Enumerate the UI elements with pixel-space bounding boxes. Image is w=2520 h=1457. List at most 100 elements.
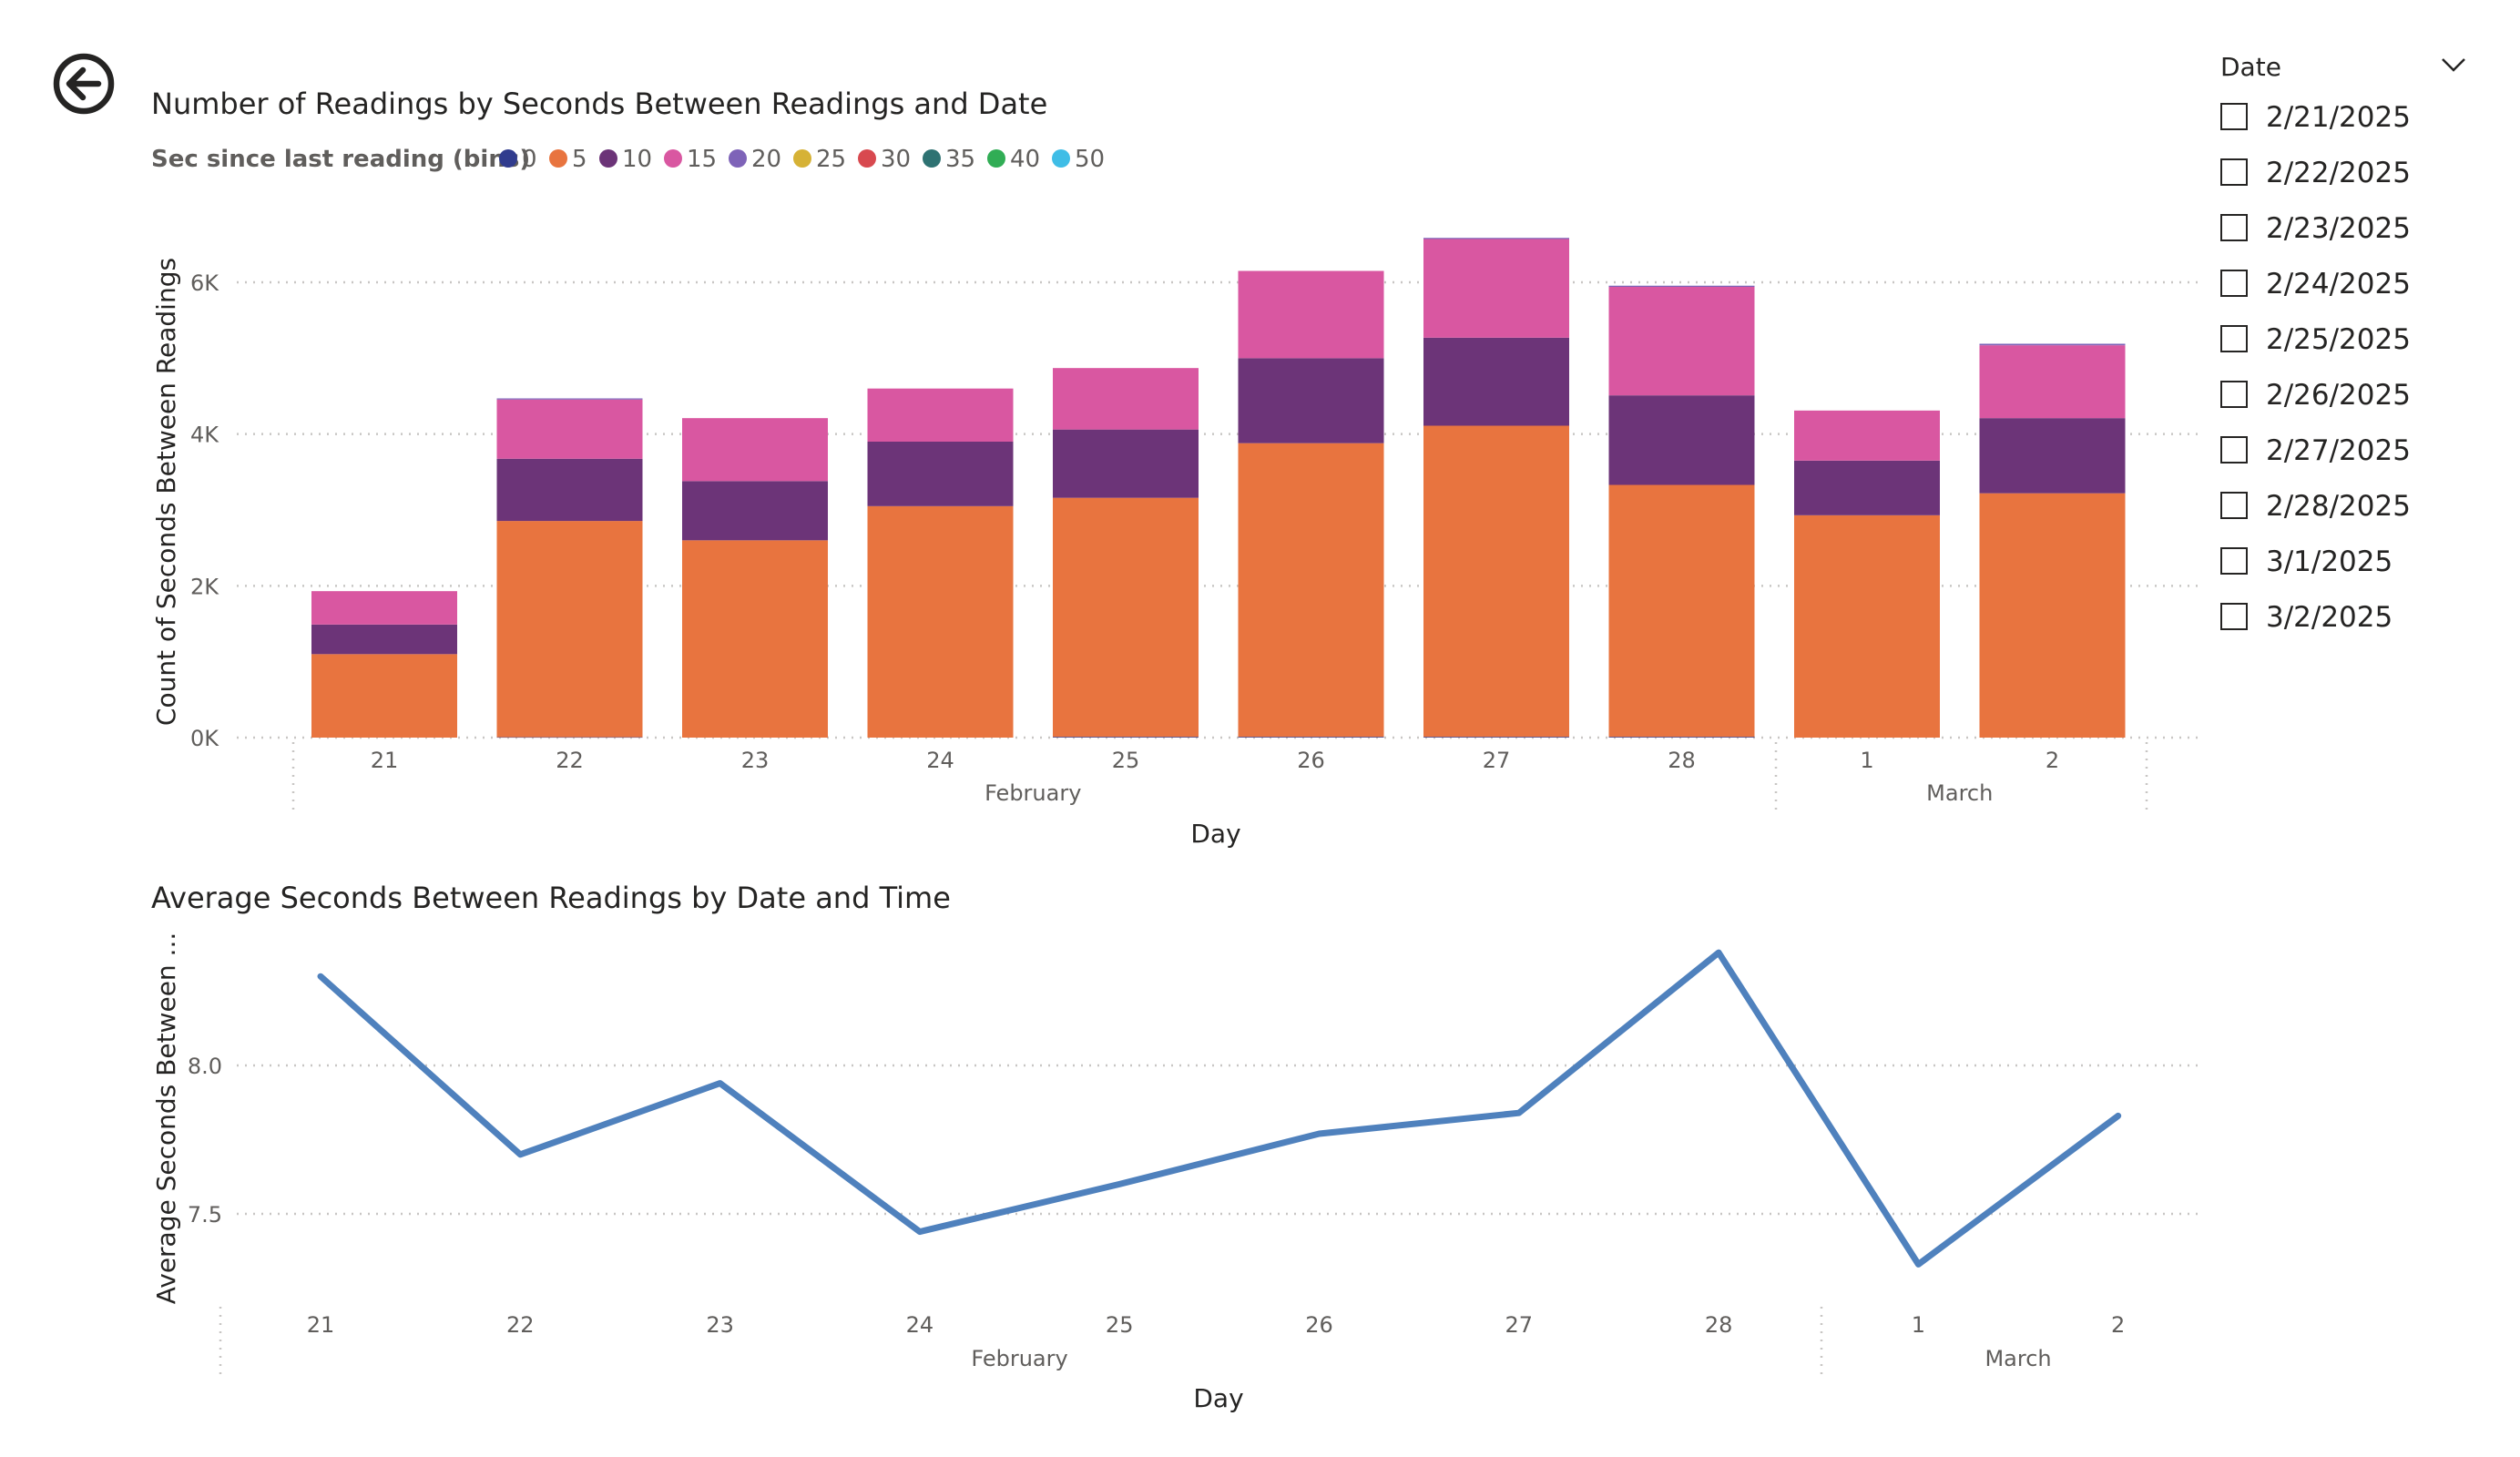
bar-segment-28-bin-20[interactable] — [1608, 285, 1755, 287]
bar-segment-28-bin-0[interactable] — [1608, 737, 1755, 738]
bar-segment-22-bin-15[interactable] — [496, 399, 643, 459]
legend-label: 40 — [1010, 146, 1040, 173]
bar-segment-21-bin-5[interactable] — [311, 654, 457, 738]
bar-segment-23-bin-5[interactable] — [682, 540, 828, 738]
bar-segment-25-bin-0[interactable] — [1053, 737, 1199, 738]
bar-segment-22-bin-10[interactable] — [496, 458, 643, 522]
line-point-27[interactable] — [1515, 1110, 1522, 1116]
bar-segment-27-bin-5[interactable] — [1423, 425, 1569, 738]
line-point-23[interactable] — [717, 1080, 723, 1086]
bar-segment-28-bin-5[interactable] — [1608, 484, 1755, 738]
legend-item-50[interactable]: 50 — [1052, 146, 1105, 173]
bar-segment-26-bin-5[interactable] — [1238, 443, 1384, 738]
bar-segment-2-bin-10[interactable] — [1979, 418, 2126, 494]
bar-segment-24-bin-15[interactable] — [867, 388, 1014, 442]
slicer-item[interactable]: 2/26/2025 — [2220, 379, 2494, 434]
bar-segment-23-bin-15[interactable] — [682, 418, 828, 482]
bar-segment-27-bin-15[interactable] — [1423, 239, 1569, 338]
legend-item-15[interactable]: 15 — [664, 146, 717, 173]
bar-segment-27-bin-0[interactable] — [1423, 737, 1569, 738]
legend-item-40[interactable]: 40 — [987, 146, 1040, 173]
checkbox[interactable] — [2220, 436, 2248, 464]
bar-segment-26-bin-15[interactable] — [1238, 270, 1384, 359]
slicer-item-label: 2/26/2025 — [2266, 379, 2411, 412]
bar-segment-1-bin-10[interactable] — [1794, 460, 1940, 515]
bar-segment-28-bin-10[interactable] — [1608, 395, 1755, 485]
bar-segment-27-bin-20[interactable] — [1423, 238, 1569, 239]
legend-label: 50 — [1075, 146, 1105, 173]
bar-segment-1-bin-15[interactable] — [1794, 410, 1940, 461]
checkbox[interactable] — [2220, 158, 2248, 186]
y-tick-label: 4K — [190, 423, 219, 448]
legend-item-30[interactable]: 30 — [858, 146, 911, 173]
line-point-1[interactable] — [1915, 1261, 1922, 1268]
line-point-24[interactable] — [916, 1228, 923, 1235]
checkbox[interactable] — [2220, 381, 2248, 408]
bar-segment-21-bin-10[interactable] — [311, 624, 457, 655]
x-tick-label: 21 — [371, 748, 399, 773]
line-point-21[interactable] — [318, 973, 323, 980]
checkbox[interactable] — [2220, 603, 2248, 630]
bar-segment-2-bin-20[interactable] — [1979, 343, 2126, 346]
legend-item-25[interactable]: 25 — [793, 146, 846, 173]
bar-segment-2-bin-15[interactable] — [1979, 345, 2126, 419]
bar-segment-22-bin-20[interactable] — [496, 398, 643, 400]
bar-segment-21-bin-15[interactable] — [311, 591, 457, 625]
line-point-25[interactable] — [1117, 1181, 1123, 1187]
bar-segment-1-bin-5[interactable] — [1794, 515, 1940, 738]
legend-item-10[interactable]: 10 — [599, 146, 652, 173]
bar-segment-28-bin-15[interactable] — [1608, 287, 1755, 396]
slicer-item[interactable]: 2/25/2025 — [2220, 323, 2494, 379]
bar-segment-2-bin-5[interactable] — [1979, 493, 2126, 738]
slicer-item[interactable]: 2/27/2025 — [2220, 434, 2494, 490]
checkbox[interactable] — [2220, 270, 2248, 297]
x-tick-label: 24 — [926, 748, 954, 773]
legend-item-5[interactable]: 5 — [549, 146, 587, 173]
slicer-item-label: 2/25/2025 — [2266, 323, 2411, 356]
bar-segment-25-bin-5[interactable] — [1053, 497, 1199, 738]
slicer-item[interactable]: 3/1/2025 — [2220, 545, 2494, 601]
line-point-26[interactable] — [1316, 1130, 1322, 1136]
line-point-2[interactable] — [2115, 1113, 2121, 1119]
legend-marker — [549, 149, 567, 168]
slicer-item[interactable]: 2/21/2025 — [2220, 101, 2494, 157]
checkbox[interactable] — [2220, 325, 2248, 352]
slicer-item[interactable]: 2/24/2025 — [2220, 268, 2494, 323]
line-gridlines — [237, 1064, 2204, 1216]
legend-marker — [923, 149, 941, 168]
chevron-down-icon[interactable] — [2437, 48, 2470, 81]
checkbox[interactable] — [2220, 492, 2248, 519]
slicer-item[interactable]: 2/23/2025 — [2220, 212, 2494, 268]
x-tick-label: 21 — [307, 1312, 335, 1338]
x-tick-label: 2 — [2046, 748, 2059, 773]
checkbox[interactable] — [2220, 214, 2248, 241]
legend-item-0[interactable]: 0 — [499, 146, 537, 173]
legend-item-20[interactable]: 20 — [729, 146, 781, 173]
x-tick-label: 27 — [1505, 1312, 1534, 1338]
checkbox[interactable] — [2220, 547, 2248, 575]
bar-segment-24-bin-10[interactable] — [867, 442, 1014, 506]
checkbox[interactable] — [2220, 103, 2248, 130]
slicer-item[interactable]: 3/2/2025 — [2220, 601, 2494, 657]
x-tick-label: 22 — [556, 748, 584, 773]
bar-segment-27-bin-10[interactable] — [1423, 337, 1569, 426]
bar-segment-26-bin-10[interactable] — [1238, 358, 1384, 443]
slicer-item[interactable]: 2/28/2025 — [2220, 490, 2494, 545]
bar-segment-25-bin-15[interactable] — [1053, 368, 1199, 430]
legend-marker — [987, 149, 1005, 168]
back-button[interactable] — [53, 53, 115, 115]
legend-marker — [793, 149, 811, 168]
bar-segment-24-bin-5[interactable] — [867, 505, 1014, 738]
bar-segment-26-bin-0[interactable] — [1238, 737, 1384, 738]
slicer-item[interactable]: 2/22/2025 — [2220, 157, 2494, 212]
legend-item-35[interactable]: 35 — [923, 146, 975, 173]
bar-segment-23-bin-10[interactable] — [682, 481, 828, 541]
line-series[interactable] — [317, 949, 2122, 1268]
bar-segment-22-bin-0[interactable] — [496, 737, 643, 739]
bar-segment-22-bin-5[interactable] — [496, 521, 643, 738]
line-point-22[interactable] — [517, 1151, 524, 1157]
line-point-28[interactable] — [1716, 950, 1722, 956]
y-tick-label: 8.0 — [188, 1054, 222, 1079]
bar-segment-25-bin-10[interactable] — [1053, 429, 1199, 498]
